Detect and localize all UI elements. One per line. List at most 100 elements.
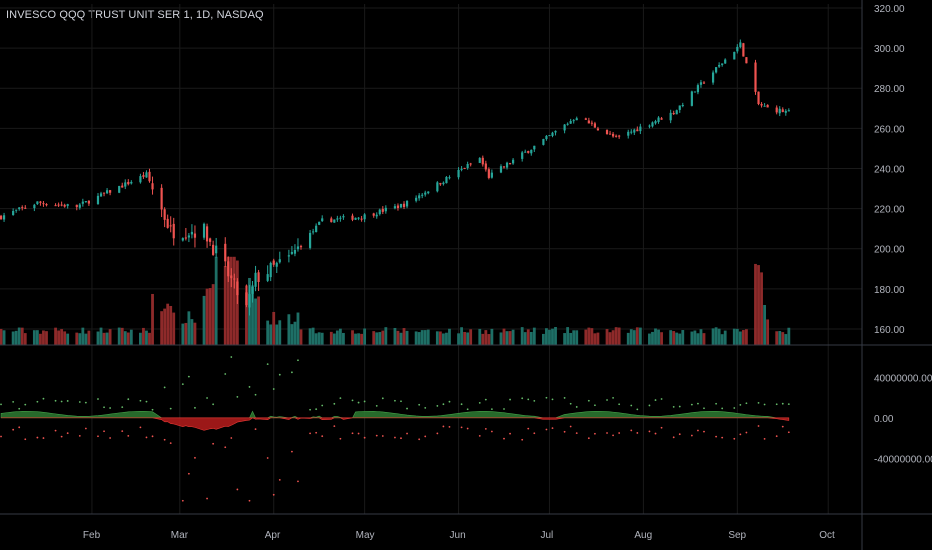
candle-body [254,272,257,287]
oscillator-dot-positive [503,408,505,410]
candle-body [333,219,336,223]
volume-bar [545,328,548,345]
candle-body [760,103,763,106]
volume-bar [208,288,212,345]
candle-body [363,214,366,220]
month-tick-label: Sep [728,530,746,541]
oscillator-dot-positive [139,399,142,402]
volume-bar [657,329,660,345]
candle-body [193,233,197,238]
volume-bar [54,327,57,345]
volume-bar [342,332,345,345]
oscillator-dot-positive [145,400,148,403]
oscillator-dot-negative [230,437,233,439]
candle-body [575,118,578,121]
price-tick-label: 200.00 [874,245,905,256]
volume-bar [442,333,445,345]
oscillator-dot-negative [563,430,566,433]
candle-body [505,162,509,168]
candle-body [508,163,512,165]
oscillator-dot-positive [424,406,427,409]
volume-bar [214,256,218,345]
volume-bar [99,327,103,345]
oscillator-dot-positive [254,393,257,396]
volume-bar [484,330,488,345]
oscillator-dot-positive [0,403,2,406]
volume-bar [735,328,739,345]
candle-body [469,163,472,165]
oscillator-dot-negative [84,427,87,430]
oscillator-dot-negative [418,438,421,441]
volume-bar [299,329,303,345]
volume-bar [681,330,685,345]
volume-bar [575,330,579,345]
oscillator-dot-positive [660,398,663,400]
oscillator-dot-negative [757,425,760,427]
price-tick-label: 260.00 [874,124,905,135]
volume-bar [17,327,21,345]
candle-body [33,204,36,209]
volume-bar [520,327,524,345]
volume-bar [529,331,533,345]
oscillator-dot-positive [297,359,299,362]
candle-body [563,124,566,131]
candle-body [524,151,527,153]
candle-body [312,231,315,233]
price-tick-label: 160.00 [874,325,905,336]
volume-bar [460,327,463,345]
oscillator-dot-negative [139,426,142,429]
volume-bars [0,256,791,345]
oscillator-dot-positive [630,404,633,407]
volume-bar [720,334,724,345]
volume-bar [466,332,470,345]
candle-body [84,201,87,203]
oscillator-dot-positive [775,403,778,406]
candle-body [381,208,384,212]
volume-bar [584,329,588,345]
volume-bar [14,330,18,345]
candle-body [351,215,354,220]
candle-body [190,231,194,235]
candle-body [63,204,66,207]
oscillator-dot-negative [636,432,639,434]
volume-bar [245,285,248,345]
volume-bar [632,330,636,345]
oscillator-dot-negative [394,436,396,439]
oscillator-dot-negative [745,431,748,434]
oscillator-dot-positive [739,403,742,406]
oscillator-dot-negative [545,428,548,431]
candle-body [633,129,636,133]
oscillator-dot-negative [527,427,530,430]
volume-bar [384,327,388,345]
volume-bar [372,331,376,345]
oscillator-dot-positive [787,403,790,406]
oscillator-dot-negative [442,425,445,428]
candle-body [439,183,442,185]
candle-body [742,43,745,57]
volume-bar [42,330,45,345]
volume-bar [126,332,130,345]
oscillator-dot-positive [12,400,15,403]
oscillator-dot-negative [163,438,166,441]
volume-bar [741,330,745,345]
candle-body [611,133,615,137]
candle-body [336,218,339,220]
volume-bar [311,327,315,345]
volume-bar [554,327,557,345]
volume-bar [435,331,439,345]
volume-bar [329,331,333,345]
oscillator-dot-negative [97,435,99,438]
oscillator-pane [0,356,790,502]
oscillator-dot-positive [18,407,21,410]
candle-body [275,262,278,267]
candle-body [754,62,757,92]
candle-body [551,132,554,136]
volume-bar [272,311,276,345]
volume-bar [269,324,273,345]
candle-body [521,152,524,159]
oscillator-dot-positive [248,386,251,388]
candle-body [372,213,375,216]
candle-body [763,105,766,107]
oscillator-dot-negative [703,430,705,433]
